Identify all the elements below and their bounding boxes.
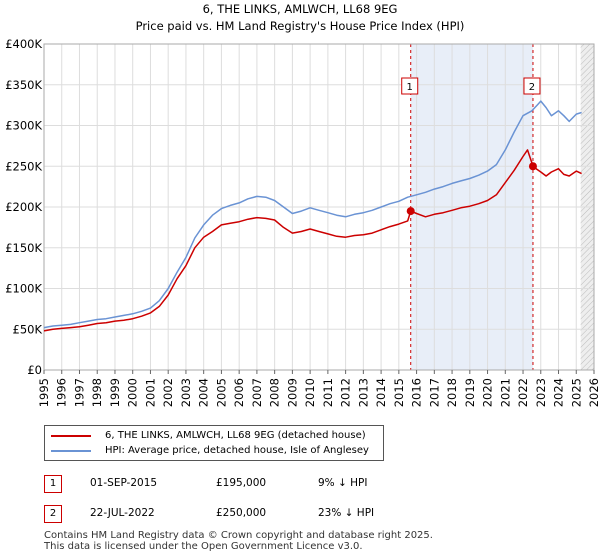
y-tick-label: £0 [27, 363, 42, 377]
sale-marker-badge: 2 [44, 505, 62, 523]
sale-point-1 [406, 207, 415, 216]
plot-frame [43, 43, 595, 371]
x-tick-label: 2013 [356, 378, 370, 407]
x-tick-label: 1999 [108, 378, 122, 407]
x-tick-label: 1996 [55, 378, 69, 407]
x-tick-label: 2006 [232, 378, 246, 407]
x-tick-label: 2022 [516, 378, 530, 407]
x-tick-label: 2014 [374, 378, 388, 407]
sale-row: 1 01-SEP-2015 £195,000 9% ↓ HPI [44, 474, 564, 494]
sales-table: 1 01-SEP-2015 £195,000 9% ↓ HPI 2 22-JUL… [44, 474, 564, 524]
footer-copyright: Contains HM Land Registry data © Crown c… [44, 530, 433, 541]
x-tick-label: 2017 [427, 378, 441, 407]
sale-hpi-diff: 23% ↓ HPI [318, 507, 375, 519]
x-tick-label: 2008 [268, 378, 282, 407]
x-tick-label: 2025 [569, 378, 583, 407]
series-line [43, 100, 582, 329]
x-tick-label: 1995 [37, 378, 51, 407]
x-tick-label: 2018 [445, 378, 459, 407]
chart-subtitle: Price paid vs. HM Land Registry's House … [136, 19, 465, 33]
x-tick-label: 2002 [161, 378, 175, 407]
x-tick-label: 2010 [303, 378, 317, 407]
x-tick-label: 2026 [587, 378, 600, 407]
sale-price: £250,000 [216, 507, 267, 519]
x-tick-label: 2023 [534, 378, 548, 407]
legend: 6, THE LINKS, AMLWCH, LL68 9EG (detached… [44, 425, 384, 461]
sale-label-box-2 [523, 77, 541, 95]
y-tick-label: £200K [5, 200, 42, 214]
y-tick-label: £150K [5, 241, 42, 255]
x-tick-label: 2011 [321, 378, 335, 407]
sale-price: £195,000 [216, 477, 267, 489]
sale-date: 01-SEP-2015 [90, 477, 158, 489]
x-axis: 1995 1996 1997 1998 1999 2000 2001 2002 2003 2004… [37, 370, 600, 407]
x-tick-label: 1997 [72, 378, 86, 407]
sale-marker-badge: 1 [44, 475, 62, 493]
legend-label-hpi: HPI: Average price, detached house, Isle… [105, 445, 369, 456]
x-tick-label: 2005 [214, 378, 228, 407]
x-tick-label: 2012 [339, 378, 353, 407]
x-tick-label: 2020 [481, 378, 495, 407]
y-tick-label: £400K [5, 37, 42, 51]
sale-date: 22-JUL-2022 [90, 507, 155, 519]
y-tick-label: £350K [5, 78, 42, 92]
x-tick-label: 2001 [143, 378, 157, 407]
x-tick-label: 2000 [126, 378, 140, 407]
price-chart: 6, THE LINKS, AMLWCH, LL68 9EG Price pai… [5, 2, 600, 407]
x-tick-label: 2016 [410, 378, 424, 407]
sale-label-1: 1 [407, 82, 413, 93]
sale-row: 2 22-JUL-2022 £250,000 23% ↓ HPI [44, 504, 564, 524]
x-tick-label: 2019 [463, 378, 477, 407]
sale-label-box-1 [401, 77, 419, 95]
sale-point-2 [528, 162, 537, 171]
chart-title: 6, THE LINKS, AMLWCH, LL68 9EG [203, 2, 398, 16]
x-tick-label: 2007 [250, 378, 264, 407]
x-tick-label: 2015 [392, 378, 406, 407]
y-axis: £0 £50K £100K £150K £200K £250K £300K £350K £400… [5, 37, 42, 377]
y-tick-label: £300K [5, 119, 42, 133]
x-tick-label: 2004 [197, 378, 211, 407]
x-tick-label: 2009 [285, 378, 299, 407]
y-tick-label: £100K [5, 282, 42, 296]
x-tick-label: 1998 [90, 378, 104, 407]
y-tick-label: £250K [5, 159, 42, 173]
series [43, 100, 582, 332]
series-line [43, 149, 582, 332]
legend-swatch-property [51, 435, 91, 437]
footer: Contains HM Land Registry data © Crown c… [44, 530, 433, 552]
footer-licence: This data is licensed under the Open Gov… [44, 541, 363, 552]
x-tick-label: 2024 [552, 378, 566, 407]
y-tick-label: £50K [13, 322, 43, 336]
sale-hpi-diff: 9% ↓ HPI [318, 477, 368, 489]
legend-label-property: 6, THE LINKS, AMLWCH, LL68 9EG (detached… [105, 430, 366, 441]
x-tick-label: 2021 [498, 378, 512, 407]
legend-swatch-hpi [51, 450, 91, 452]
x-tick-label: 2003 [179, 378, 193, 407]
sale-label-2: 2 [529, 82, 535, 93]
